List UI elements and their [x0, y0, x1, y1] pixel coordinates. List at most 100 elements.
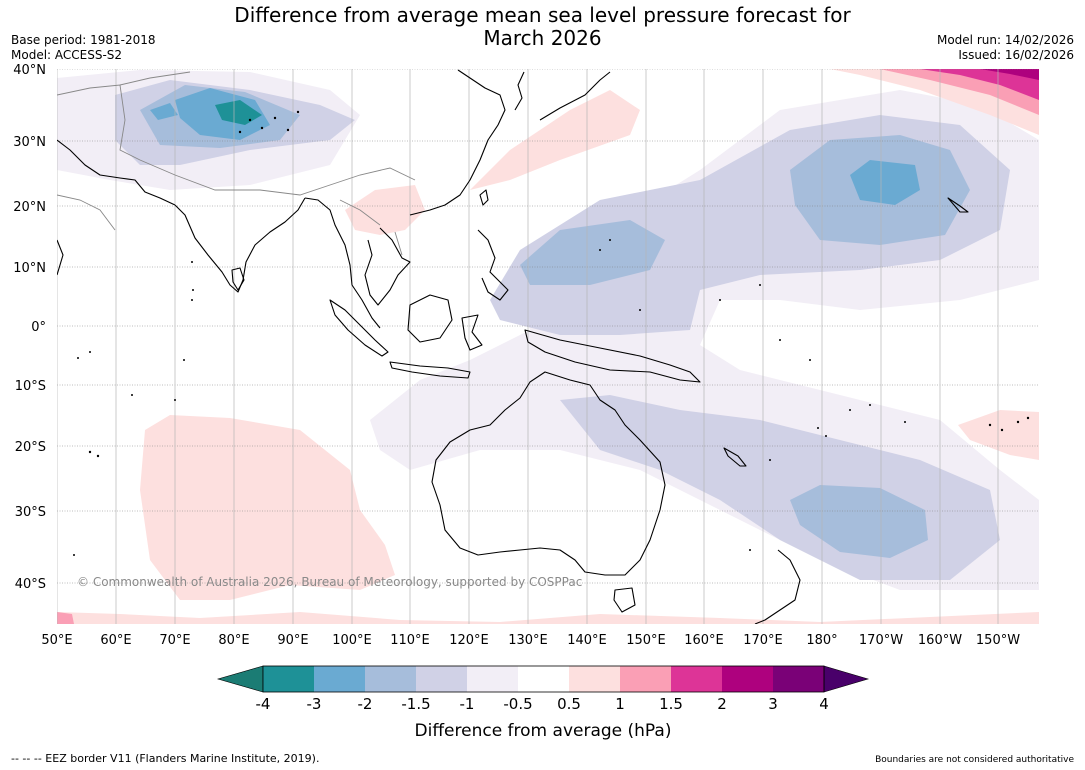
- colorbar-label: 1: [615, 695, 625, 713]
- colorbar-label: -3: [307, 695, 322, 713]
- coastline-philippines: [477, 229, 509, 301]
- colorbar-swatch: [722, 666, 773, 692]
- coastlines: [57, 69, 969, 624]
- lat-label-30s: 30°S: [15, 505, 46, 520]
- colorbar-label: -1: [460, 695, 475, 713]
- lat-label-20n: 20°N: [13, 200, 46, 215]
- lon-label-180: 180°: [806, 633, 837, 648]
- lon-label-60e: 60°E: [100, 633, 131, 648]
- lon-label-70e: 70°E: [159, 633, 190, 648]
- coastline-indochina: [364, 227, 411, 306]
- model-run: Model run: 14/02/2026: [936, 33, 1074, 47]
- lon-label-150w: 150°W: [976, 633, 1020, 648]
- coastline-java: [389, 361, 471, 379]
- negative-anomaly-region-north-india: [57, 70, 360, 190]
- colorbar-label: -2: [358, 695, 373, 713]
- colorbar-label: -4: [256, 695, 271, 713]
- coastline-new-guinea: [524, 329, 701, 383]
- coastline-borneo: [407, 294, 453, 343]
- map-title: Difference from average mean sea level p…: [0, 4, 1085, 50]
- lat-label-10n: 10°N: [13, 261, 46, 276]
- colorbar-label: 3: [768, 695, 778, 713]
- coastline-china: [409, 69, 506, 216]
- positive-anomaly-indochina: [345, 185, 425, 235]
- coastline-korea-japan: [514, 71, 611, 121]
- lon-label-80e: 80°E: [218, 633, 249, 648]
- colorbar-label: 4: [819, 695, 829, 713]
- latitude-labels: 40°N 30°N 20°N 10°N 0° 10°S 20°S 30°S 40…: [13, 63, 46, 592]
- colorbar-extend-low: [216, 665, 264, 693]
- issued-date: Issued: 16/02/2026: [958, 48, 1074, 62]
- graticule: [57, 69, 1039, 584]
- coastline-bay-of-bengal: [304, 197, 381, 329]
- colorbar-label: -0.5: [503, 695, 532, 713]
- lon-label-150e: 150°E: [626, 633, 666, 648]
- lat-label-40s: 40°S: [15, 577, 46, 592]
- positive-anomaly-southern-edge: [57, 612, 1039, 624]
- coastline-taiwan: [479, 189, 489, 206]
- positive-anomaly-east-china: [470, 90, 640, 190]
- lon-label-170e: 170°E: [743, 633, 783, 648]
- lon-label-170w: 170°W: [859, 633, 903, 648]
- lon-label-120e: 120°E: [449, 633, 489, 648]
- lat-label-20s: 20°S: [15, 440, 46, 455]
- colorbar-label: 1.5: [659, 695, 683, 713]
- coastline-hawaii: [947, 197, 969, 213]
- copyright-notice: © Commonwealth of Australia 2026, Bureau…: [77, 575, 582, 589]
- coastline-sri-lanka: [231, 267, 245, 291]
- lon-label-100e: 100°E: [332, 633, 372, 648]
- coastline-arabia: [57, 239, 64, 276]
- colorbar-swatch: [569, 666, 620, 692]
- colorbar-swatch: [365, 666, 416, 692]
- boundaries-disclaimer: Boundaries are not considered authoritat…: [875, 755, 1074, 765]
- lon-label-50e: 50°E: [41, 633, 72, 648]
- colorbar-swatches: [216, 665, 870, 693]
- colorbar-label: 2: [717, 695, 727, 713]
- lon-label-140e: 140°E: [567, 633, 607, 648]
- coastline-tasmania: [613, 587, 636, 613]
- colorbar-swatch: [263, 666, 314, 692]
- colorbar-labels: -4 -3 -2 -1.5 -1 -0.5 0.5 1 1.5 2 3 4: [256, 695, 829, 713]
- coastline-sumatra: [329, 299, 389, 357]
- coastline-middle-east: [57, 139, 176, 206]
- colorbar-swatch: [620, 666, 671, 692]
- meridians: [57, 69, 999, 624]
- colorbar-label: 0.5: [557, 695, 581, 713]
- lat-label-30n: 30°N: [13, 135, 46, 150]
- colorbar-swatch: [773, 666, 824, 692]
- coastline-australia: [431, 371, 666, 576]
- eez-border-note: -- -- -- EEZ border V11 (Flanders Marine…: [11, 752, 320, 765]
- colorbar-extend-high: [823, 665, 870, 693]
- colorbar: -4 -3 -2 -1.5 -1 -0.5 0.5 1 1.5 2 3 4 Di…: [216, 665, 870, 741]
- colorbar-swatch: [314, 666, 365, 692]
- positive-anomaly-regions: [57, 69, 1039, 624]
- negative-anomaly-region-pacific: [370, 90, 1039, 590]
- title-line-1: Difference from average mean sea level p…: [234, 3, 851, 27]
- colorbar-label: -1.5: [401, 695, 430, 713]
- model-name: Model: ACCESS-S2: [11, 48, 123, 62]
- lat-label-40n: 40°N: [13, 63, 46, 78]
- lon-label-90e: 90°E: [277, 633, 308, 648]
- lat-label-10s: 10°S: [15, 379, 46, 394]
- lon-label-130e: 130°E: [508, 633, 548, 648]
- colorbar-swatch: [416, 666, 467, 692]
- base-period: Base period: 1981-2018: [11, 33, 156, 47]
- model-info: Base period: 1981-2018 Model: ACCESS-S2: [11, 33, 156, 63]
- colorbar-swatch: [671, 666, 722, 692]
- colorbar-swatch: [467, 666, 518, 692]
- islands: [73, 110, 1030, 556]
- colorbar-swatch: [518, 666, 569, 692]
- run-info: Model run: 14/02/2026 Issued: 16/02/2026: [937, 33, 1074, 63]
- lon-label-160w: 160°W: [918, 633, 962, 648]
- colorbar-frame: [262, 665, 825, 693]
- lat-label-equator: 0°: [31, 320, 46, 335]
- lon-label-160e: 160°E: [684, 633, 724, 648]
- longitude-labels: 50°E 60°E 70°E 80°E 90°E 100°E 110°E 120…: [41, 633, 1020, 648]
- title-line-2: March 2026: [483, 26, 602, 50]
- coastline-sulawesi: [461, 314, 483, 351]
- country-borders: [57, 71, 416, 256]
- positive-anomaly-indian-ocean: [140, 415, 395, 600]
- lon-label-110e: 110°E: [390, 633, 430, 648]
- map-field: © Commonwealth of Australia 2026, Bureau…: [57, 69, 1039, 624]
